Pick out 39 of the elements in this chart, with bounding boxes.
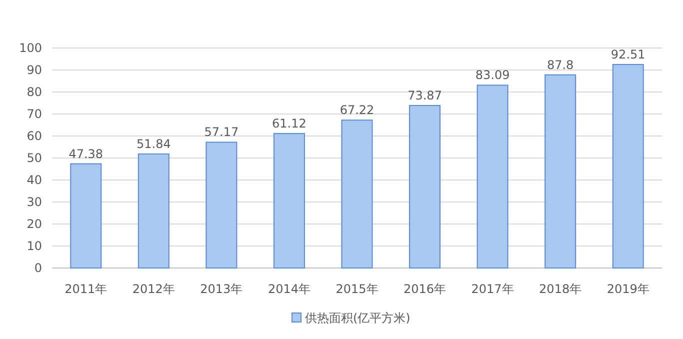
data-label: 57.17 bbox=[204, 125, 239, 140]
y-tick-label: 40 bbox=[26, 173, 42, 187]
data-label: 73.87 bbox=[408, 88, 442, 102]
y-tick-label: 60 bbox=[26, 129, 42, 143]
y-tick-label: 100 bbox=[19, 41, 42, 55]
x-tick-label: 2017年 bbox=[471, 282, 514, 296]
x-tick-label: 2015年 bbox=[336, 282, 378, 296]
bar bbox=[70, 163, 102, 268]
x-tick-label: 2014年 bbox=[268, 282, 310, 296]
bar bbox=[409, 104, 441, 268]
y-tick-label: 70 bbox=[26, 107, 42, 121]
y-tick-label: 80 bbox=[26, 85, 42, 99]
data-label: 83.09 bbox=[475, 68, 510, 82]
x-tick-label: 2016年 bbox=[404, 282, 446, 296]
bar bbox=[476, 84, 508, 268]
x-tick-label: 2019年 bbox=[606, 282, 650, 296]
legend-label: 供热面积(亿平方米) bbox=[305, 311, 410, 325]
bar bbox=[544, 74, 576, 268]
data-label: 92.51 bbox=[610, 47, 646, 62]
y-tick-label: 50 bbox=[26, 151, 42, 165]
bar bbox=[138, 153, 170, 268]
y-tick-label: 20 bbox=[26, 217, 42, 231]
data-label: 87.8 bbox=[546, 58, 574, 72]
x-tick-label: 2018年 bbox=[539, 282, 582, 296]
y-tick-label: 10 bbox=[26, 239, 42, 253]
data-label: 61.12 bbox=[272, 116, 306, 131]
bar bbox=[206, 142, 238, 268]
data-label: 67.22 bbox=[340, 103, 374, 118]
bar bbox=[341, 120, 373, 268]
y-tick-label: 0 bbox=[34, 261, 42, 275]
x-tick-label: 2013年 bbox=[200, 282, 243, 296]
y-tick-label: 90 bbox=[26, 63, 42, 77]
x-tick-label: 2012年 bbox=[132, 282, 175, 296]
x-tick-label: 2011年 bbox=[64, 282, 108, 296]
bar bbox=[273, 133, 305, 268]
bar bbox=[612, 64, 644, 268]
y-tick-label: 30 bbox=[26, 195, 42, 209]
data-label: 51.84 bbox=[136, 136, 171, 151]
data-label: 47.38 bbox=[68, 146, 104, 161]
